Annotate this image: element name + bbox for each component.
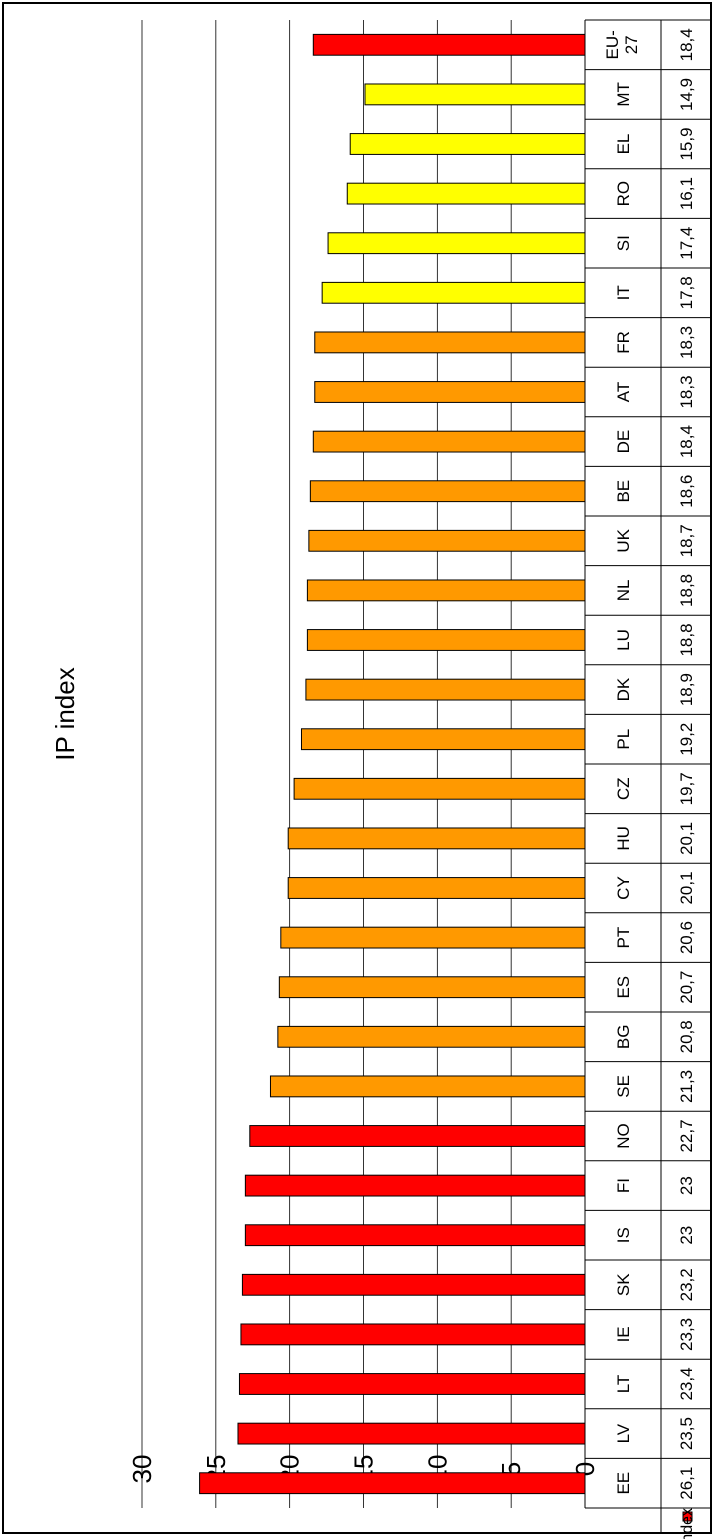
bar	[244, 1174, 586, 1197]
bar	[238, 1373, 586, 1395]
value-label: 23,2	[677, 1268, 696, 1301]
bar	[249, 1125, 586, 1147]
legend-swatch	[682, 1511, 693, 1522]
value-label: 23	[677, 1226, 696, 1245]
value-label: 17,4	[677, 227, 696, 260]
bar	[244, 1224, 586, 1247]
bar	[199, 1472, 586, 1495]
category-label: FR	[614, 331, 633, 354]
bar	[321, 281, 586, 304]
bar	[327, 232, 586, 255]
category-label: CZ	[614, 777, 633, 800]
category-label: SK	[614, 1273, 633, 1296]
category-label: LV	[614, 1423, 633, 1443]
category-label: PT	[614, 927, 633, 949]
category-label: SE	[614, 1075, 633, 1098]
bar	[293, 777, 586, 800]
value-label: 19,7	[677, 772, 696, 805]
category-label: DK	[614, 677, 633, 701]
value-label: 23,5	[677, 1417, 696, 1450]
bar	[364, 83, 586, 106]
category-label: DE	[614, 430, 633, 454]
category-label: BG	[614, 1025, 633, 1050]
category-label: LU	[614, 629, 633, 651]
category-label: MT	[614, 82, 633, 107]
bar	[312, 430, 586, 453]
value-label: 18,4	[677, 425, 696, 458]
category-label: ES	[614, 976, 633, 999]
bar	[300, 728, 586, 751]
value-label: 18,3	[677, 326, 696, 359]
value-label: 18,4	[677, 28, 696, 61]
bar	[306, 579, 586, 602]
bar	[287, 877, 586, 899]
bar	[269, 1075, 586, 1098]
category-label: SI	[614, 235, 633, 251]
value-label: 20,1	[677, 822, 696, 855]
value-label: 26,1	[677, 1467, 696, 1500]
legend-label: IP index	[679, 1508, 696, 1539]
value-label: 18,8	[677, 574, 696, 607]
value-tick-label: 30	[127, 1455, 157, 1484]
category-label: EL	[614, 134, 633, 155]
category-label: IS	[614, 1227, 633, 1243]
category-label: IT	[614, 285, 633, 300]
value-label: 14,9	[677, 78, 696, 111]
value-label: 21,3	[677, 1070, 696, 1103]
bar	[312, 33, 586, 56]
category-label: FI	[614, 1178, 633, 1193]
value-label: 23,3	[677, 1318, 696, 1351]
value-label: 19,2	[677, 723, 696, 756]
bar	[314, 381, 586, 403]
value-label: 23	[677, 1176, 696, 1195]
value-label: 18,9	[677, 673, 696, 706]
bar	[240, 1323, 586, 1346]
category-label: NO	[614, 1123, 633, 1149]
bar	[346, 182, 586, 205]
value-label: 20,7	[677, 971, 696, 1004]
category-label: CY	[614, 876, 633, 900]
bar	[308, 529, 586, 552]
value-label: 23,4	[677, 1367, 696, 1400]
category-label: RO	[614, 181, 633, 207]
category-label: EE	[614, 1472, 633, 1495]
bar	[305, 678, 586, 701]
value-label: 16,1	[677, 177, 696, 210]
bar	[349, 133, 586, 155]
bar	[280, 926, 586, 949]
category-label: HU	[614, 826, 633, 851]
category-label: PL	[614, 729, 633, 750]
value-label: 18,8	[677, 623, 696, 656]
category-label: IE	[614, 1326, 633, 1342]
value-label: 18,7	[677, 524, 696, 557]
category-label: LT	[614, 1375, 633, 1394]
value-label: 15,9	[677, 127, 696, 160]
chart-title: IP index	[50, 667, 80, 760]
category-label: 27	[622, 35, 641, 54]
bar	[237, 1422, 586, 1445]
value-label: 18,3	[677, 375, 696, 408]
bar	[277, 1025, 586, 1048]
bar	[306, 629, 586, 651]
category-label: UK	[614, 528, 633, 552]
value-label: 20,1	[677, 871, 696, 904]
value-label: 20,6	[677, 921, 696, 954]
bar	[309, 480, 586, 503]
value-label: 20,8	[677, 1020, 696, 1053]
category-label: AT	[614, 382, 633, 402]
value-label: 22,7	[677, 1119, 696, 1152]
value-label: 18,6	[677, 475, 696, 508]
bar	[278, 976, 586, 999]
category-label: BE	[614, 480, 633, 503]
category-label: NL	[614, 580, 633, 602]
bar	[314, 331, 586, 354]
value-label: 17,8	[677, 276, 696, 309]
bar	[241, 1273, 586, 1296]
bar	[287, 827, 586, 850]
category-label: EU-	[603, 30, 622, 59]
